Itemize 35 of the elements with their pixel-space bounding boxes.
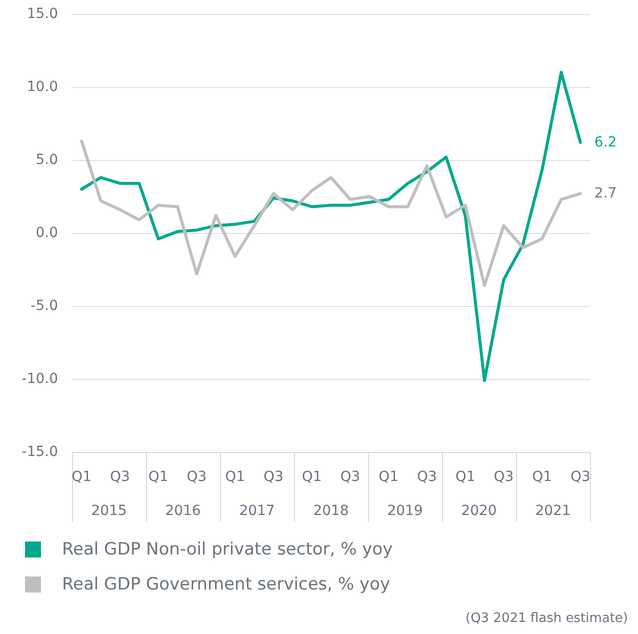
- text: 2018: [313, 503, 349, 519]
- x-tick-label: Q3: [110, 469, 130, 485]
- x-tick-label: Q1: [225, 469, 246, 485]
- text: 2016: [165, 503, 201, 519]
- text: 2017: [239, 503, 275, 519]
- x-tick-label: Q1: [148, 469, 168, 485]
- x-tick-label: Q3: [570, 469, 590, 485]
- text: 2020: [461, 503, 497, 519]
- x-tick-label: Q1: [378, 469, 399, 485]
- y-tick-label: -15.0: [22, 444, 58, 460]
- x-tick-label: Q3: [340, 469, 360, 485]
- x-tick-label: Q1: [532, 469, 552, 485]
- line-series: [80, 140, 582, 288]
- y-tick-label: -10.0: [22, 371, 58, 387]
- y-tick-label: -5.0: [30, 298, 58, 314]
- x-tick-label: Q1: [455, 469, 476, 485]
- y-tick-label: 15.0: [26, 6, 58, 22]
- text: 2015: [91, 503, 127, 519]
- x-tick-label: Q1: [302, 469, 322, 485]
- y-tick-label: 5.0: [36, 152, 58, 168]
- x-tick-label: Q3: [186, 469, 207, 485]
- data-label: 2.7: [594, 186, 617, 202]
- x-tick-label: Q3: [494, 469, 514, 485]
- x-tick-label: Q3: [416, 469, 437, 485]
- legend-label: Real GDP Non-oil private sector, % yoy: [62, 540, 393, 560]
- text: 2021: [535, 503, 571, 519]
- x-tick-label: Q1: [72, 469, 92, 485]
- y-tick-label: 10.0: [26, 79, 58, 95]
- y-tick-label: 0.0: [36, 225, 58, 241]
- text: 2019: [387, 503, 423, 519]
- x-tick-label: Q3: [263, 469, 284, 485]
- data-label: 6.2: [594, 134, 617, 150]
- text: (Q3 2021 flash estimate): [466, 611, 628, 626]
- legend-label: Real GDP Government services, % yoy: [62, 574, 390, 594]
- line-series: [80, 70, 582, 382]
